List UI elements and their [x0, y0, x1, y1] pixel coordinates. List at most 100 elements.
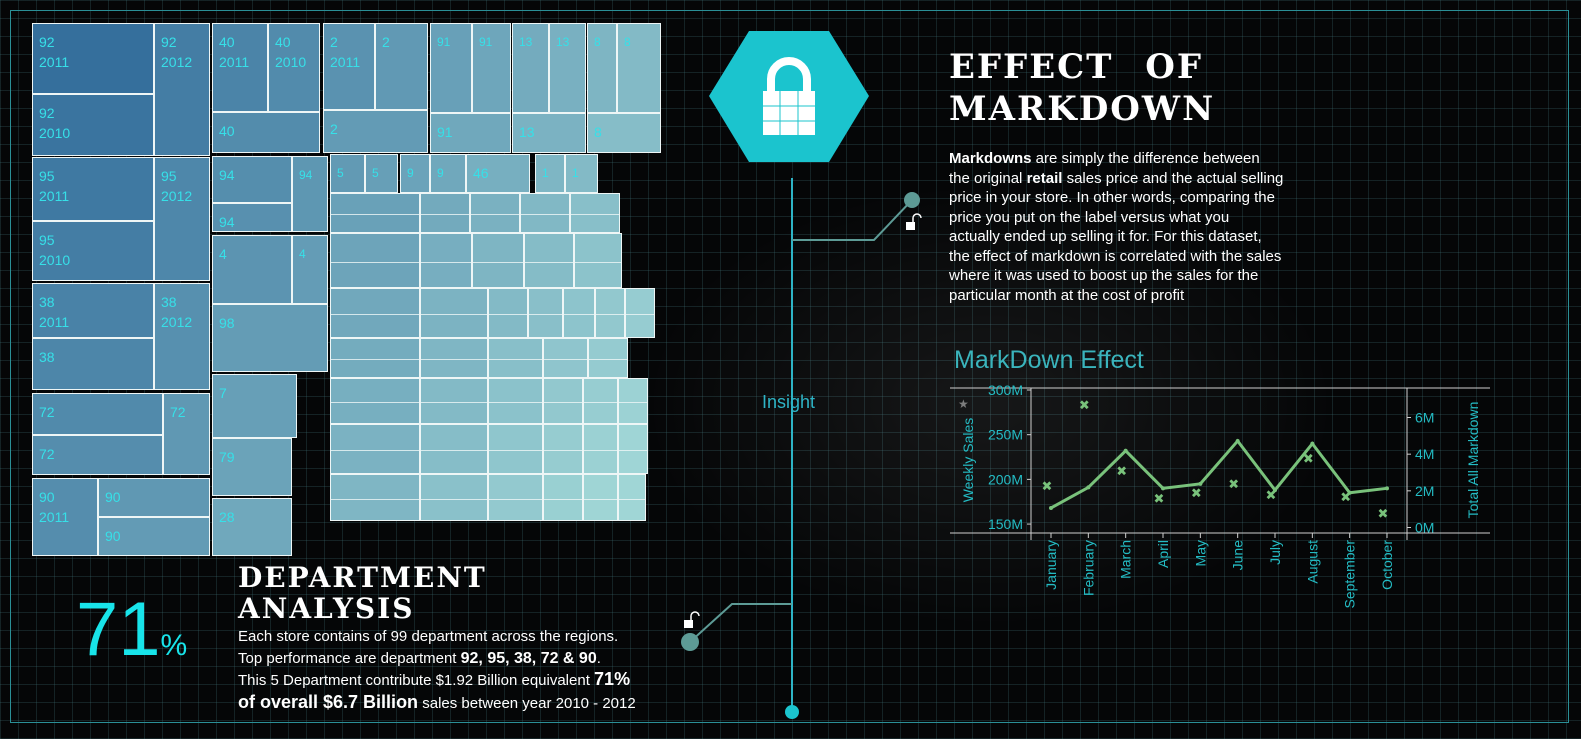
- markdown-x-mark[interactable]: ✖: [1079, 399, 1090, 414]
- treemap-tile[interactable]: 90 2011: [32, 478, 98, 556]
- markdown-x-mark[interactable]: ✖: [1340, 490, 1351, 505]
- treemap-tile[interactable]: [543, 338, 588, 378]
- treemap-tile[interactable]: [618, 424, 648, 474]
- treemap-tile[interactable]: 72: [32, 435, 163, 475]
- markdown-x-mark[interactable]: ✖: [1042, 479, 1053, 494]
- treemap-tile[interactable]: [588, 338, 628, 378]
- treemap-tile[interactable]: 90: [98, 478, 210, 517]
- treemap-tile[interactable]: [488, 338, 543, 378]
- treemap-tile[interactable]: [595, 288, 625, 338]
- treemap-tile[interactable]: 38: [32, 338, 154, 390]
- treemap-tile[interactable]: [330, 233, 420, 288]
- treemap-tile[interactable]: [330, 424, 420, 474]
- unlock-icon[interactable]: [684, 611, 700, 628]
- treemap-tile[interactable]: 2 2011: [323, 23, 375, 110]
- treemap-tile[interactable]: [528, 288, 563, 338]
- weekly-sales-point[interactable]: [1235, 438, 1240, 443]
- treemap-tile[interactable]: [563, 288, 595, 338]
- weekly-sales-point[interactable]: [1198, 481, 1203, 486]
- weekly-sales-line[interactable]: [1050, 438, 1388, 510]
- hexagon-badge[interactable]: [709, 31, 869, 162]
- unlock-icon[interactable]: [906, 213, 922, 230]
- treemap-tile[interactable]: [574, 233, 622, 288]
- treemap-tile[interactable]: 40 2011: [212, 23, 268, 112]
- treemap-tile[interactable]: 8: [587, 23, 617, 113]
- treemap-tile[interactable]: [420, 338, 488, 378]
- weekly-sales-point[interactable]: [1086, 485, 1091, 490]
- treemap-tile[interactable]: 13: [549, 23, 586, 113]
- treemap-tile[interactable]: 91: [430, 23, 472, 113]
- treemap-tile[interactable]: 7: [212, 374, 297, 438]
- treemap-tile[interactable]: 91: [430, 113, 511, 153]
- treemap-tile[interactable]: 9: [430, 154, 466, 193]
- weekly-sales-point[interactable]: [1385, 486, 1389, 491]
- treemap-tile[interactable]: [625, 288, 655, 338]
- treemap-tile[interactable]: 40 2010: [268, 23, 320, 112]
- treemap-tile[interactable]: [570, 193, 620, 233]
- treemap-tile[interactable]: [583, 378, 618, 424]
- treemap-tile[interactable]: [524, 233, 574, 288]
- treemap-tile[interactable]: 4: [212, 235, 292, 304]
- treemap-tile[interactable]: 95 2011: [32, 157, 154, 221]
- treemap-tile[interactable]: [420, 424, 488, 474]
- treemap-tile[interactable]: [583, 474, 618, 521]
- treemap-tile[interactable]: [543, 378, 583, 424]
- treemap-tile[interactable]: [330, 193, 420, 233]
- treemap-tile[interactable]: 92 2010: [32, 94, 154, 156]
- treemap-tile[interactable]: 1: [565, 154, 598, 193]
- treemap-tile[interactable]: 13: [512, 23, 549, 113]
- treemap-tile[interactable]: [420, 474, 488, 521]
- treemap-tile[interactable]: 95 2010: [32, 221, 154, 281]
- markdown-x-mark[interactable]: ✖: [1154, 492, 1165, 507]
- treemap-tile[interactable]: [488, 288, 528, 338]
- markdown-x-mark[interactable]: ✖: [1116, 465, 1127, 480]
- treemap-tile[interactable]: 38 2012: [154, 283, 210, 390]
- treemap-tile[interactable]: 91: [472, 23, 511, 113]
- treemap-tile[interactable]: [420, 288, 488, 338]
- treemap-tile[interactable]: 72: [32, 393, 163, 435]
- treemap-tile[interactable]: 94: [212, 156, 292, 203]
- treemap-tile[interactable]: 28: [212, 498, 292, 556]
- markdown-node[interactable]: [904, 192, 920, 208]
- treemap-tile[interactable]: [618, 474, 646, 521]
- weekly-sales-point[interactable]: [1049, 505, 1053, 510]
- markdown-effect-chart[interactable]: 150M 200M 250M 300M 0M 2M 4M 6M Weekly Sales Tota…: [948, 380, 1508, 620]
- treemap-tile[interactable]: [420, 233, 472, 288]
- treemap-tile[interactable]: [330, 338, 420, 378]
- weekly-sales-point[interactable]: [1273, 488, 1277, 493]
- weekly-sales-point[interactable]: [1347, 490, 1352, 495]
- weekly-sales-point[interactable]: [1161, 486, 1165, 491]
- treemap-tile[interactable]: [472, 233, 524, 288]
- treemap-tile[interactable]: 13: [512, 113, 586, 153]
- treemap-tile[interactable]: [543, 474, 583, 521]
- department-node[interactable]: [681, 633, 699, 651]
- treemap-tile[interactable]: 9: [400, 154, 430, 193]
- treemap-tile[interactable]: 5: [365, 154, 398, 193]
- treemap-tile[interactable]: [330, 378, 420, 424]
- treemap-tile[interactable]: 4: [292, 235, 328, 304]
- treemap-tile[interactable]: 8: [617, 23, 661, 113]
- treemap-tile[interactable]: [470, 193, 520, 233]
- treemap-tile[interactable]: [583, 424, 618, 474]
- treemap-tile[interactable]: 46: [466, 154, 530, 193]
- treemap-tile[interactable]: 5: [330, 154, 365, 193]
- pin-icon[interactable]: ★: [958, 397, 969, 411]
- treemap-tile[interactable]: [488, 378, 543, 424]
- treemap-tile[interactable]: 92 2011: [32, 23, 154, 94]
- markdown-x-mark[interactable]: ✖: [1303, 452, 1314, 467]
- treemap-tile[interactable]: 92 2012: [154, 23, 210, 156]
- treemap-tile[interactable]: 72: [163, 393, 210, 475]
- treemap-tile[interactable]: [420, 193, 470, 233]
- treemap-tile[interactable]: 38 2011: [32, 283, 154, 338]
- treemap-tile[interactable]: [543, 424, 583, 474]
- markdown-x-mark[interactable]: ✖: [1191, 487, 1202, 502]
- treemap-tile[interactable]: 2: [375, 23, 428, 110]
- treemap-tile[interactable]: 2: [323, 110, 428, 153]
- treemap-tile[interactable]: 90: [98, 517, 210, 556]
- treemap-tile[interactable]: 40: [212, 112, 320, 153]
- treemap-tile[interactable]: 95 2012: [154, 157, 210, 281]
- weekly-sales-point[interactable]: [1123, 448, 1128, 453]
- treemap-tile[interactable]: 98: [212, 304, 328, 372]
- treemap-tile[interactable]: [420, 378, 488, 424]
- treemap-tile[interactable]: [330, 288, 420, 338]
